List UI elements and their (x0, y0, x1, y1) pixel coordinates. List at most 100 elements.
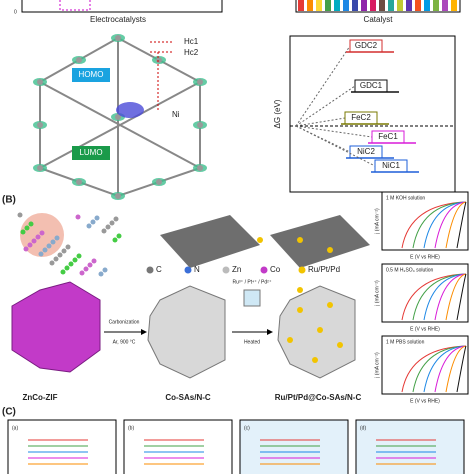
atom (98, 271, 104, 277)
atom (75, 214, 81, 220)
curve (456, 273, 467, 321)
atom (38, 251, 44, 257)
strip-bar (307, 0, 313, 11)
atom (49, 260, 55, 266)
strip-bar (352, 0, 358, 11)
metal-site (287, 337, 293, 343)
atom (72, 257, 78, 263)
level-label: GDC2 (355, 41, 378, 50)
level-label: FeC1 (378, 132, 398, 141)
hc2-label: Hc2 (184, 48, 199, 57)
subpanel-frame (123, 419, 233, 474)
atom (156, 179, 162, 185)
strip-bar (361, 0, 367, 11)
atom (87, 262, 93, 268)
curve (434, 273, 467, 321)
curve (445, 273, 467, 321)
atom (35, 234, 41, 240)
curve (456, 201, 467, 249)
legend-label: N (194, 265, 200, 274)
doped-polyhedron (277, 285, 356, 379)
curve (456, 345, 467, 393)
atom (64, 265, 70, 271)
atom (109, 220, 115, 226)
strip-bar (325, 0, 331, 11)
curve (434, 345, 467, 393)
atom (105, 224, 111, 230)
curve (423, 273, 467, 321)
atom (197, 79, 203, 85)
ni-label: Ni (172, 110, 180, 119)
atom (37, 79, 43, 85)
subpanel-label: (a) (12, 425, 18, 431)
atom (83, 266, 89, 272)
metal-site (337, 342, 343, 348)
atom (112, 237, 118, 243)
strip-bar (415, 0, 421, 11)
atom (79, 270, 85, 276)
atom (115, 35, 121, 41)
metal-site (297, 237, 303, 243)
atom (197, 165, 203, 171)
level-label: NiC2 (357, 147, 375, 156)
legend-swatch (298, 266, 306, 274)
atom-cloud (17, 212, 122, 277)
atom (23, 246, 29, 252)
y-label: j (mA cm⁻²) (374, 208, 380, 235)
product-label: Ru/Pt/Pd@Co-SAs/N-C (275, 393, 362, 402)
metal-site (257, 237, 263, 243)
graphene-sheet (160, 215, 260, 268)
metal-site (317, 327, 323, 333)
strip-bar (316, 0, 322, 11)
solution-label: 1 M PBS solution (386, 339, 425, 345)
strip-bar (370, 0, 376, 11)
hc1-label: Hc1 (184, 37, 199, 46)
legend-label: C (156, 265, 162, 274)
atom (24, 225, 30, 231)
bond (39, 81, 201, 169)
subpanel-label: (d) (360, 425, 366, 431)
atom (65, 244, 71, 250)
strip-bar (388, 0, 394, 11)
strip-bar (379, 0, 385, 11)
subpanel-frame (355, 419, 465, 474)
subpanel-label: (b) (128, 425, 134, 431)
legend-label: Zn (232, 265, 241, 274)
dg-frame (289, 35, 456, 193)
atom (116, 233, 122, 239)
metal-site (312, 357, 318, 363)
strip-bar (343, 0, 349, 11)
atom (76, 253, 82, 259)
legend-swatch (222, 266, 230, 274)
atom (50, 239, 56, 245)
level-label: NiC1 (382, 161, 400, 170)
atom (28, 221, 34, 227)
precursor-label: ZnCo-ZIF (22, 393, 57, 402)
fan-line (295, 117, 346, 127)
curve (445, 201, 467, 249)
homo-label: HOMO (79, 70, 104, 79)
y-label: j (mA cm⁻²) (374, 280, 380, 307)
atom (31, 238, 37, 244)
graphene-sheet (270, 215, 370, 268)
strip-bar (406, 0, 412, 11)
atom (115, 193, 121, 199)
y-label: ΔG (eV) (273, 99, 282, 128)
subpanel-frame (239, 419, 349, 474)
catalyst-frame (295, 0, 461, 13)
fan-line (295, 125, 373, 138)
legend-swatch (260, 266, 268, 274)
bar-chart-frame (21, 0, 223, 13)
curve (445, 345, 467, 393)
homo-box (72, 68, 110, 82)
atom (91, 258, 97, 264)
atom (101, 228, 107, 234)
legend-swatch (146, 266, 154, 274)
atom (115, 114, 121, 120)
metal-site (327, 247, 333, 253)
bar-outline (59, 0, 91, 11)
strip-bar (334, 0, 340, 11)
metal-site (297, 307, 303, 313)
atom (90, 219, 96, 225)
